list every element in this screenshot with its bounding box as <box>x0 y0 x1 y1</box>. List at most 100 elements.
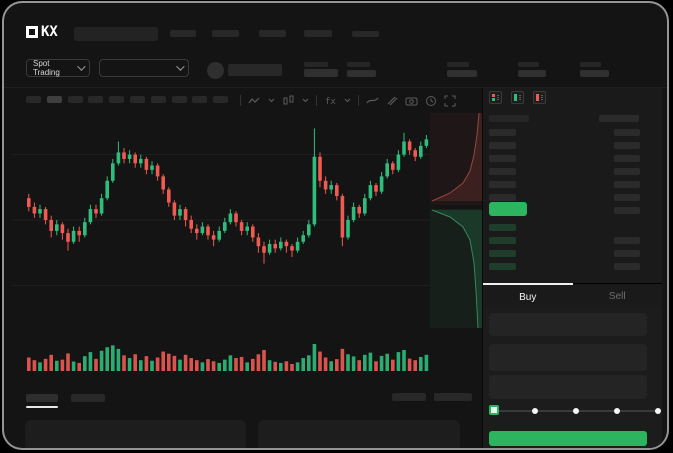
line-style-icon[interactable] <box>248 95 261 106</box>
timeframe-button[interactable] <box>171 96 187 103</box>
amount-slider-handle[interactable] <box>489 405 499 415</box>
nav-item-1[interactable] <box>170 30 196 37</box>
coin-avatar[interactable] <box>207 62 224 79</box>
ticker-stat-label <box>580 62 601 67</box>
order-book-row[interactable] <box>489 194 516 201</box>
ticker-stat-value <box>447 70 477 77</box>
timeframe-button[interactable] <box>26 96 41 103</box>
candlestick-chart[interactable] <box>12 109 432 381</box>
chevron-down-icon[interactable] <box>344 98 351 103</box>
book-asks-icon[interactable] <box>533 91 546 104</box>
order-book-row[interactable] <box>614 250 640 257</box>
order-book-row[interactable] <box>489 129 516 136</box>
nav-item-4[interactable] <box>304 30 332 37</box>
order-amount-field[interactable] <box>489 344 647 371</box>
order-book-row[interactable] <box>614 155 640 162</box>
timeframe-button[interactable] <box>213 96 229 103</box>
chevron-down-icon <box>176 62 185 71</box>
order-book-row[interactable] <box>489 168 516 175</box>
ticker-stat-label <box>347 62 370 67</box>
order-side-tabs: Buy Sell <box>483 283 662 309</box>
indicators-icon[interactable]: fx <box>324 95 337 106</box>
market-selector-label: Spot Trading <box>33 59 60 77</box>
order-book-row[interactable] <box>489 237 516 244</box>
order-book-row[interactable] <box>614 168 640 175</box>
history-clock-icon[interactable] <box>425 95 437 107</box>
timeframe-button[interactable] <box>192 96 208 103</box>
last-price-value <box>304 69 338 77</box>
slider-dot[interactable] <box>532 408 538 414</box>
ticker-stat-label <box>447 62 469 67</box>
nav-item-3[interactable] <box>259 30 286 37</box>
timeframe-button[interactable] <box>109 96 125 103</box>
pair-select-dropdown[interactable] <box>99 59 189 77</box>
order-book-row[interactable] <box>614 142 640 149</box>
timeframe-button[interactable] <box>67 96 83 103</box>
asks-amount-column <box>614 129 640 220</box>
search-input[interactable] <box>74 27 158 41</box>
last-price-bar[interactable] <box>489 202 527 216</box>
slider-dot[interactable] <box>573 408 579 414</box>
candles-group <box>27 128 429 264</box>
okx-logo[interactable]: KX <box>26 24 58 40</box>
order-book-row[interactable] <box>489 155 516 162</box>
order-book-row[interactable] <box>489 263 516 270</box>
nav-item-2[interactable] <box>212 30 239 37</box>
orders-action-1[interactable] <box>392 393 426 401</box>
trade-sidebar: Buy Sell <box>483 88 662 448</box>
tab-buy[interactable]: Buy <box>483 283 573 309</box>
ticker-stat-value <box>580 70 609 77</box>
order-book-row[interactable] <box>614 181 640 188</box>
order-book-row[interactable] <box>489 250 516 257</box>
depth-chart <box>430 113 482 328</box>
order-book-row[interactable] <box>614 194 640 201</box>
order-book-row[interactable] <box>614 207 640 214</box>
ticker-stat-value <box>347 70 376 77</box>
order-book-row[interactable] <box>614 237 640 244</box>
orderbook-amount-header <box>599 115 639 122</box>
pair-name-placeholder <box>228 64 282 76</box>
slider-dot[interactable] <box>614 408 620 414</box>
slider-dot[interactable] <box>655 408 661 414</box>
book-combined-icon[interactable] <box>489 91 502 104</box>
book-bids-icon[interactable] <box>511 91 524 104</box>
camera-snapshot-icon[interactable] <box>405 95 418 106</box>
orders-action-2[interactable] <box>434 393 472 401</box>
fullscreen-icon[interactable] <box>444 95 456 107</box>
toolbar-divider <box>316 95 317 106</box>
chevron-down-icon <box>77 62 86 71</box>
timeframe-button[interactable] <box>88 96 104 103</box>
svg-text:fx: fx <box>325 97 336 106</box>
header-divider <box>4 87 667 88</box>
order-total-field[interactable] <box>489 375 647 399</box>
order-book-row[interactable] <box>489 224 516 231</box>
chevron-down-icon[interactable] <box>302 98 309 103</box>
chevron-down-icon[interactable] <box>268 98 275 103</box>
trendline-tool-icon[interactable] <box>366 95 379 106</box>
open-orders-panel <box>25 420 246 448</box>
order-book-row[interactable] <box>489 181 516 188</box>
order-book-row[interactable] <box>489 142 516 149</box>
ticker-stat-value <box>518 70 546 77</box>
tab-sell[interactable]: Sell <box>608 291 626 302</box>
brush-tool-icon[interactable] <box>386 95 398 106</box>
asks-price-column <box>489 129 516 207</box>
order-price-field[interactable] <box>489 313 647 336</box>
volume-bars <box>27 344 429 371</box>
active-tab-underline <box>26 406 58 408</box>
chart-toolbar: fx <box>240 93 456 108</box>
panel-divider <box>482 88 483 448</box>
chart-type-icon[interactable] <box>282 95 295 106</box>
orders-tab-2[interactable] <box>71 394 105 402</box>
timeframe-button[interactable] <box>46 96 62 103</box>
market-selector-button[interactable]: Spot Trading <box>26 59 90 77</box>
buy-submit-button[interactable] <box>489 431 647 446</box>
nav-item-5[interactable] <box>352 31 379 37</box>
order-book-row[interactable] <box>614 263 640 270</box>
timeframe-button[interactable] <box>150 96 166 103</box>
timeframe-button[interactable] <box>130 96 145 103</box>
order-book-row[interactable] <box>614 129 640 136</box>
orders-tab-active[interactable] <box>26 394 58 402</box>
bids-amount-column <box>614 237 640 276</box>
